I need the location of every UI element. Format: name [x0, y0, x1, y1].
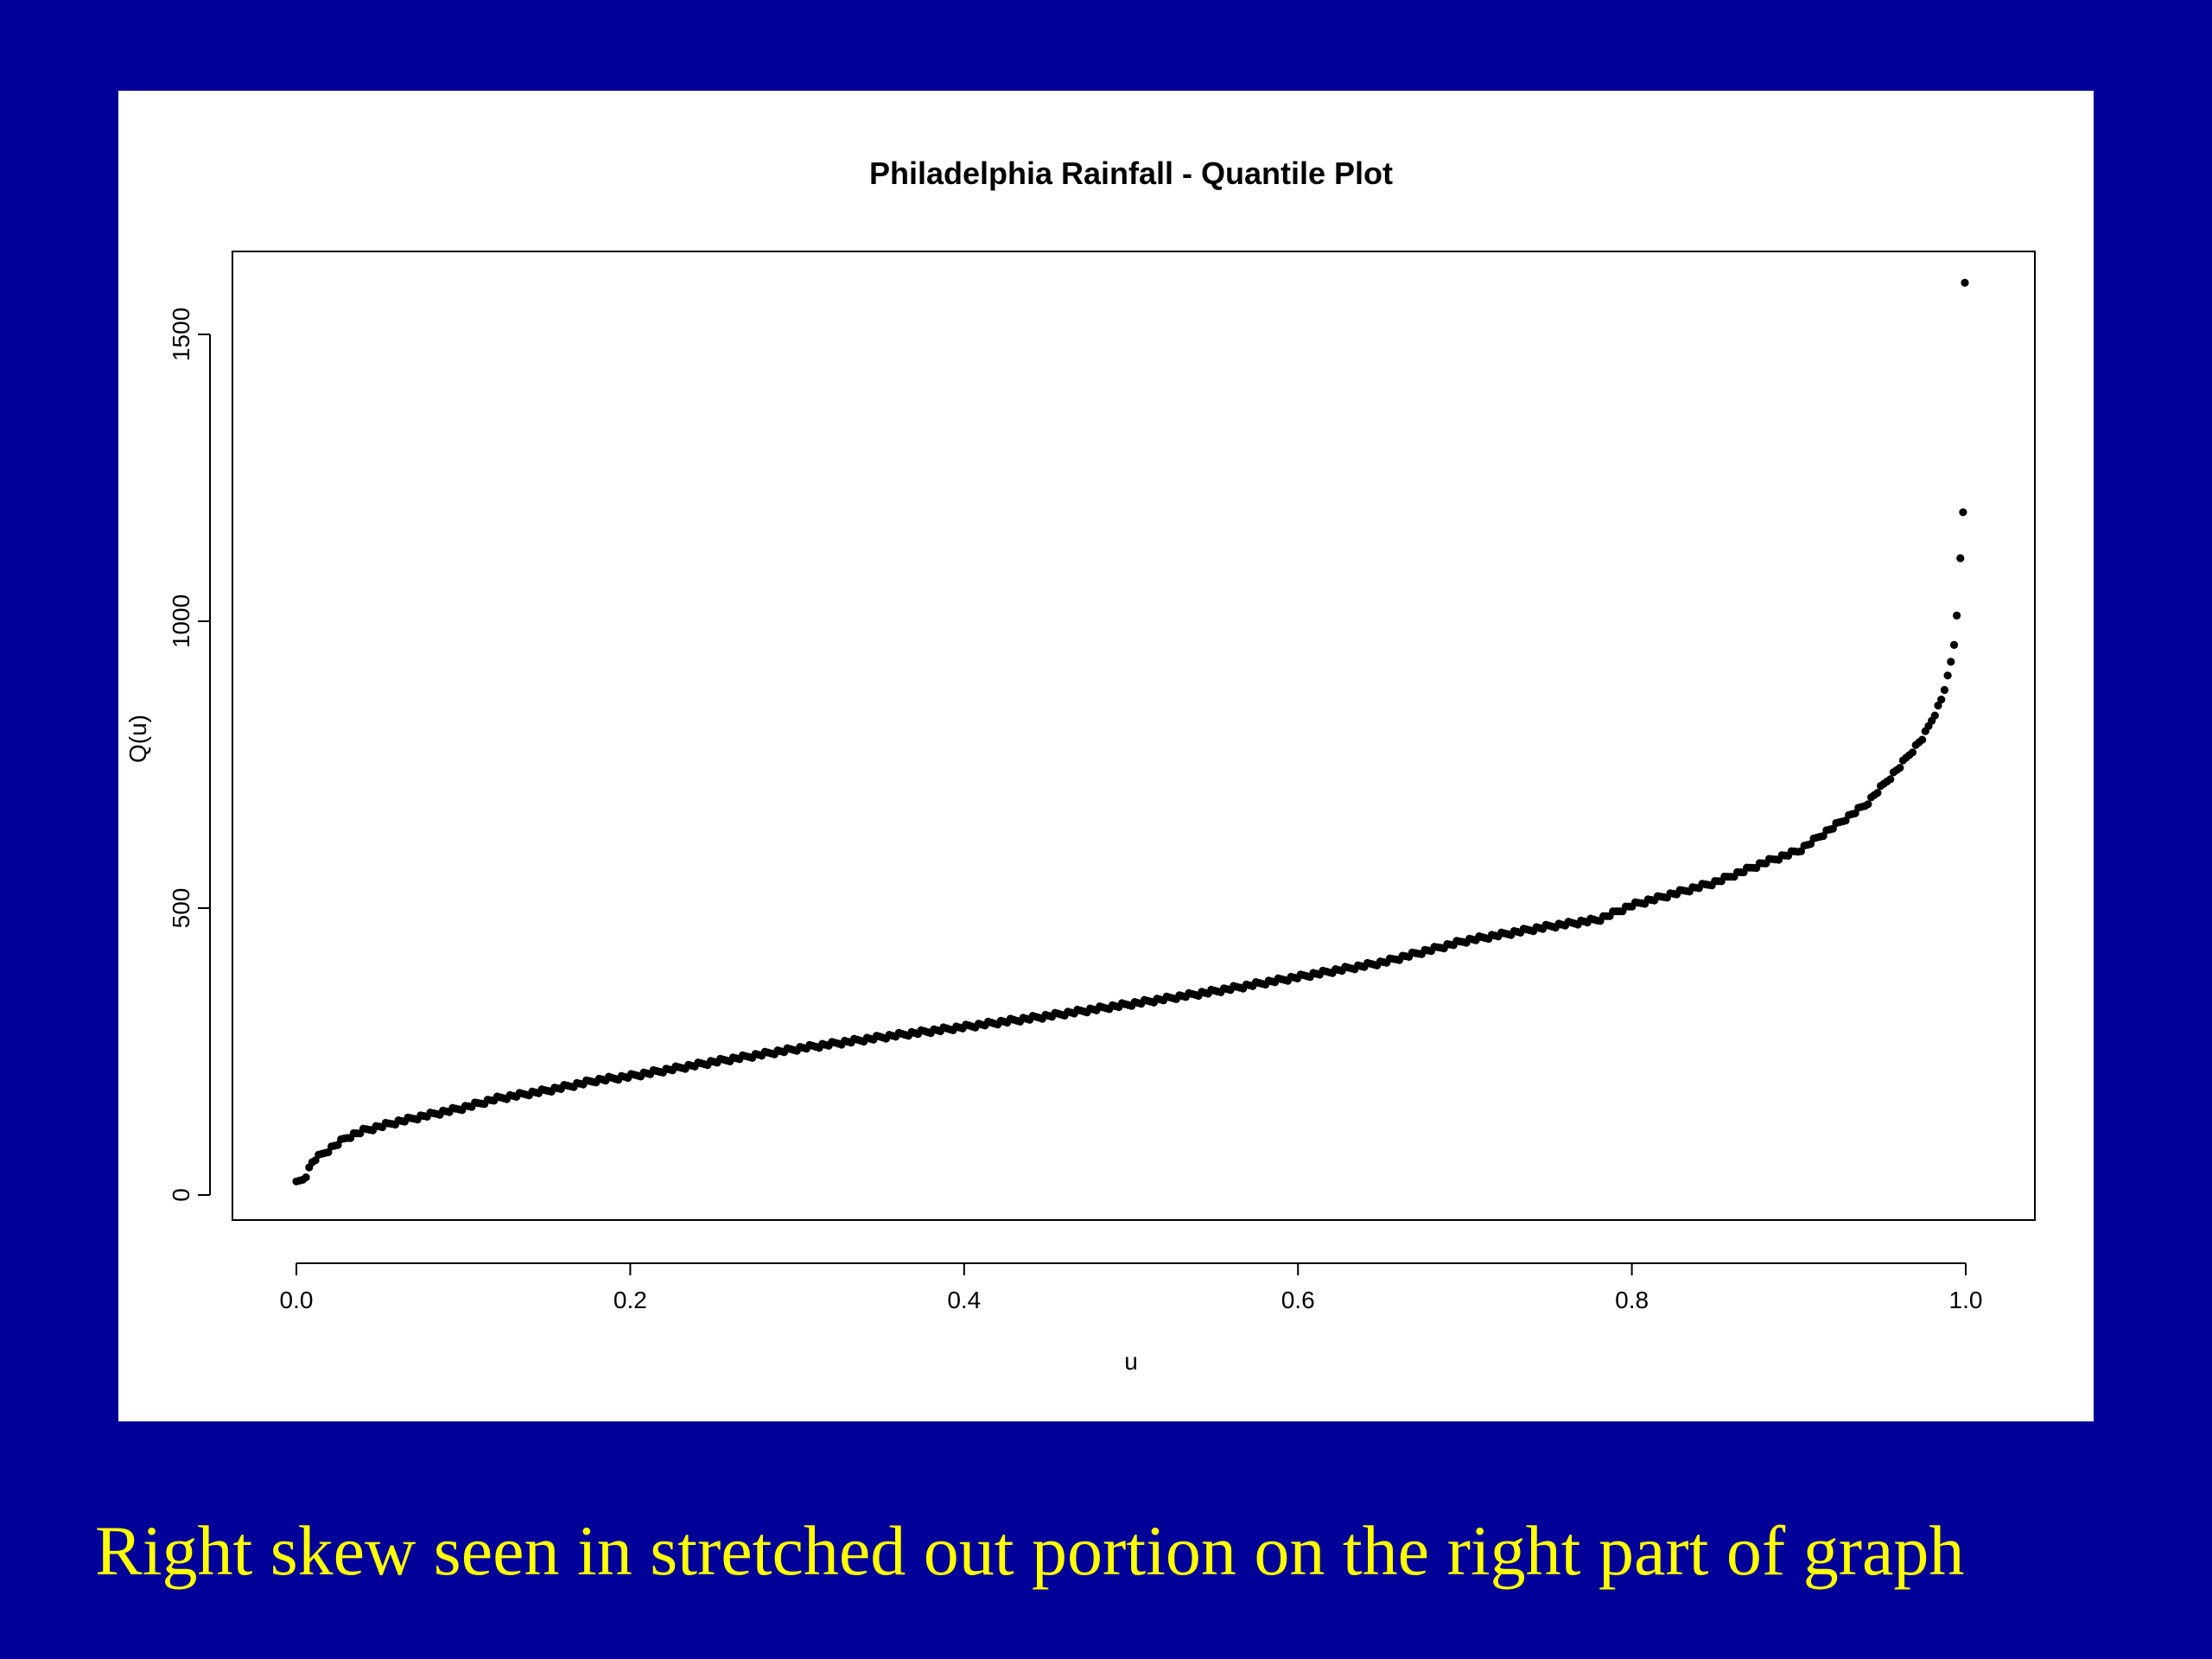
- outlier-point: [1961, 278, 1969, 287]
- x-tick-label: 0.4: [947, 1287, 981, 1313]
- y-tick-label: 0: [168, 1188, 194, 1202]
- outlier-point: [1959, 508, 1967, 517]
- outlier-point: [1953, 611, 1961, 620]
- data-point: [1937, 696, 1946, 704]
- x-axis: 0.0 0.2 0.4 0.6 0.8 1.0: [280, 1262, 1983, 1313]
- data-point: [1886, 775, 1895, 784]
- outlier-point: [1956, 554, 1965, 563]
- data-point: [1918, 735, 1927, 744]
- data-points: [292, 278, 1969, 1185]
- data-point: [1947, 658, 1955, 666]
- data-point: [1940, 685, 1948, 695]
- data-point: [1943, 671, 1952, 680]
- x-tick-label: 0.6: [1281, 1287, 1315, 1313]
- x-tick-label: 0.8: [1615, 1287, 1649, 1313]
- x-tick-label: 0.0: [280, 1287, 314, 1313]
- plot-frame: [232, 251, 2036, 1221]
- x-tick-label: 1.0: [1949, 1287, 1983, 1313]
- data-point: [1930, 711, 1939, 720]
- data-point: [302, 1173, 310, 1182]
- x-tick-label: 0.2: [613, 1287, 647, 1313]
- x-axis-label: u: [1124, 1348, 1138, 1375]
- quantile-plot: Philadelphia Rainfall - Quantile Plot 0.…: [124, 156, 2036, 1375]
- y-tick-label: 1000: [168, 594, 194, 648]
- y-tick-label: 500: [168, 888, 194, 929]
- data-point: [1873, 789, 1882, 798]
- slide-caption: Right skew seen in stretched out portion…: [95, 1511, 1965, 1590]
- chart-panel: Philadelphia Rainfall - Quantile Plot 0.…: [118, 91, 2094, 1421]
- y-axis-label: Q(u): [124, 715, 151, 763]
- data-point: [1896, 764, 1904, 772]
- data-point: [1864, 800, 1872, 809]
- data-point: [1908, 748, 1917, 757]
- data-point: [1949, 640, 1959, 650]
- chart-title: Philadelphia Rainfall - Quantile Plot: [869, 156, 1393, 191]
- y-axis: 0 500 1000 1500: [168, 308, 211, 1202]
- y-tick-label: 1500: [168, 308, 194, 361]
- data-point: [1934, 701, 1942, 710]
